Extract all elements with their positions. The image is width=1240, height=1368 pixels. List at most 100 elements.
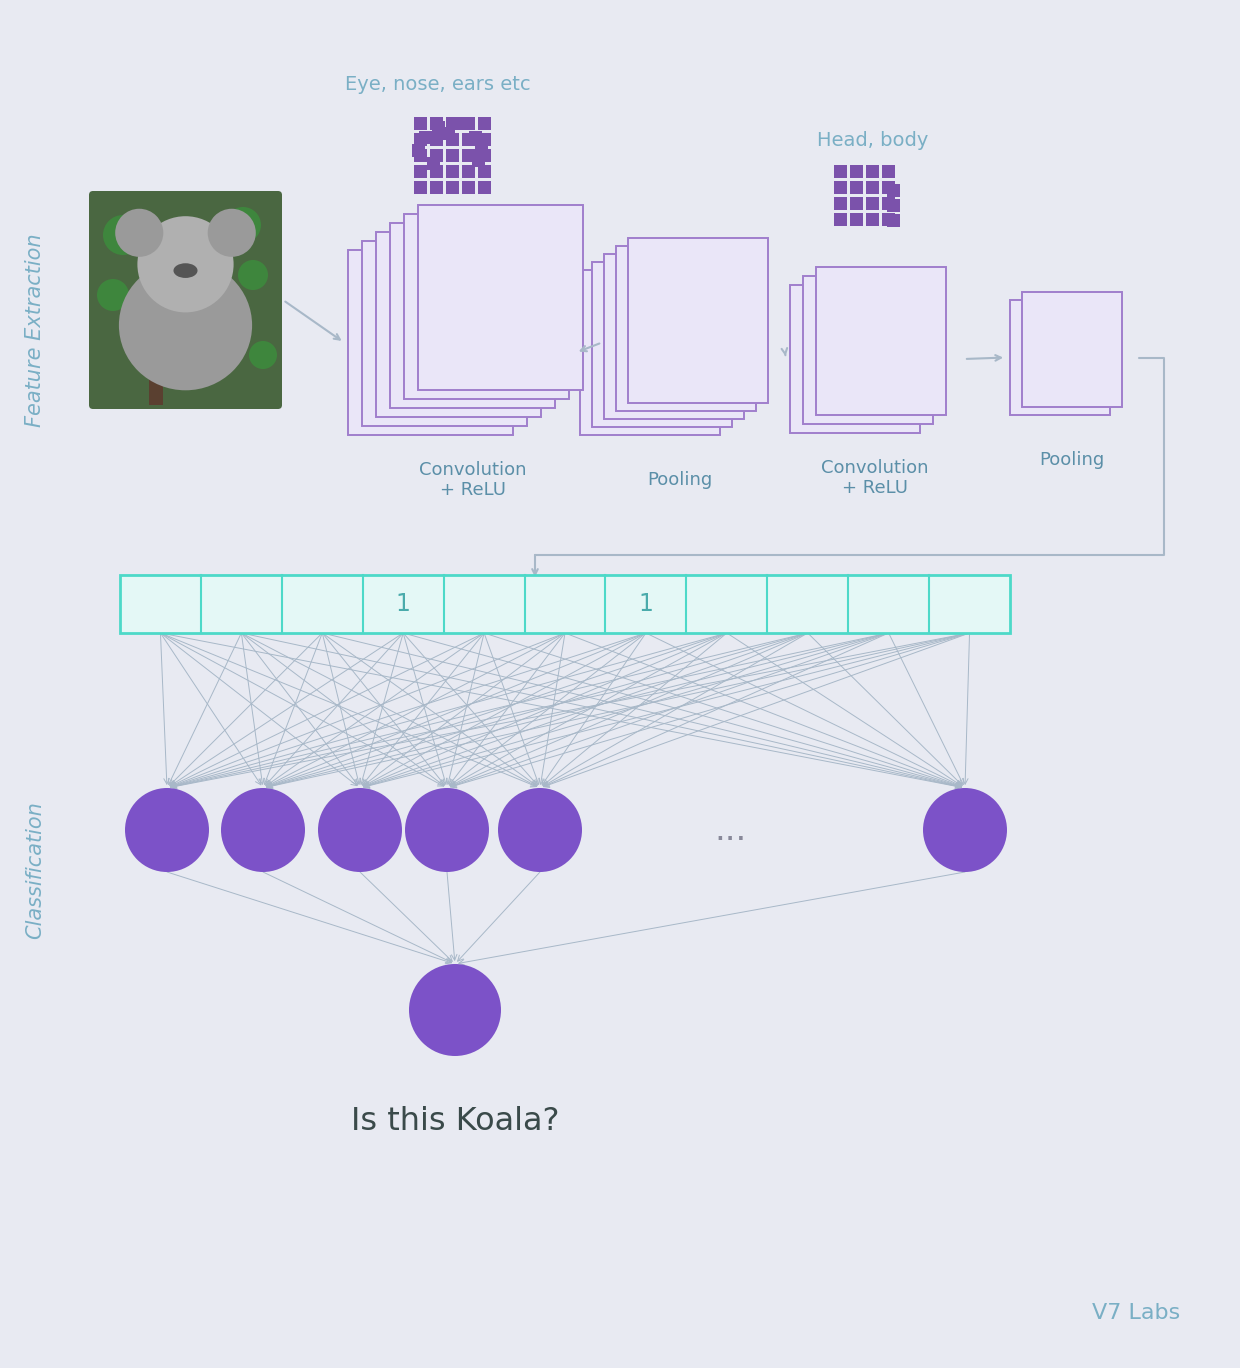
Bar — [414, 181, 427, 193]
Circle shape — [238, 260, 268, 290]
Text: Eye, nose, ears etc: Eye, nose, ears etc — [345, 75, 531, 94]
Bar — [790, 285, 920, 434]
Text: Convolution
+ ReLU: Convolution + ReLU — [419, 461, 526, 499]
Bar — [882, 164, 895, 178]
Bar — [616, 246, 756, 410]
Bar — [430, 149, 443, 161]
Bar — [477, 116, 491, 130]
Circle shape — [103, 215, 143, 254]
Text: ...: ... — [714, 814, 746, 847]
Bar — [627, 238, 768, 404]
Ellipse shape — [174, 263, 197, 278]
Text: 1: 1 — [396, 592, 410, 616]
Bar — [882, 212, 895, 226]
Bar — [591, 263, 732, 427]
Bar — [816, 267, 946, 415]
Bar — [477, 133, 491, 145]
Bar — [849, 212, 863, 226]
Bar — [463, 164, 475, 178]
Circle shape — [224, 207, 260, 244]
Bar — [882, 197, 895, 209]
Bar — [849, 164, 863, 178]
Bar — [580, 269, 720, 435]
Bar — [412, 144, 424, 157]
Bar — [835, 212, 847, 226]
Circle shape — [125, 788, 210, 871]
Bar — [866, 212, 879, 226]
Bar — [604, 254, 744, 419]
FancyBboxPatch shape — [89, 192, 281, 409]
Bar — [804, 276, 932, 424]
Circle shape — [409, 964, 501, 1056]
Bar — [866, 197, 879, 209]
Text: Convolution
+ ReLU: Convolution + ReLU — [821, 458, 929, 498]
Bar — [887, 185, 899, 197]
Circle shape — [138, 216, 233, 312]
Text: Is this Koala?: Is this Koala? — [351, 1105, 559, 1137]
Text: Pooling: Pooling — [647, 471, 713, 488]
Bar — [427, 157, 439, 170]
Bar — [446, 181, 459, 193]
Circle shape — [221, 788, 305, 871]
Bar — [362, 241, 527, 425]
Bar — [120, 575, 1011, 633]
Bar — [463, 133, 475, 145]
Bar — [446, 164, 459, 178]
Text: Classification: Classification — [25, 802, 45, 938]
Bar — [418, 205, 583, 390]
Bar — [414, 164, 427, 178]
Text: Head, body: Head, body — [817, 130, 929, 149]
Bar — [469, 131, 481, 144]
Bar — [882, 181, 895, 193]
Bar — [866, 164, 879, 178]
Bar — [475, 141, 487, 155]
Bar — [430, 181, 443, 193]
Bar — [1011, 300, 1110, 415]
Circle shape — [498, 788, 582, 871]
Circle shape — [97, 279, 129, 311]
Bar — [887, 198, 899, 212]
Circle shape — [115, 209, 164, 257]
Bar — [446, 116, 459, 130]
Bar — [463, 116, 475, 130]
Bar — [446, 133, 459, 145]
Circle shape — [249, 341, 277, 369]
Bar — [477, 181, 491, 193]
Bar — [849, 181, 863, 193]
Text: V7 Labs: V7 Labs — [1091, 1302, 1180, 1323]
Bar — [430, 116, 443, 130]
Bar — [446, 149, 459, 161]
Bar — [348, 250, 513, 435]
Bar — [414, 149, 427, 161]
Circle shape — [405, 788, 489, 871]
Bar — [432, 120, 444, 134]
Circle shape — [923, 788, 1007, 871]
Bar — [835, 164, 847, 178]
Bar — [471, 155, 485, 167]
Bar — [419, 131, 432, 144]
Circle shape — [207, 209, 255, 257]
Bar — [887, 213, 899, 227]
Bar — [835, 181, 847, 193]
Text: Pooling: Pooling — [1039, 451, 1105, 469]
Bar — [149, 311, 164, 405]
Bar — [463, 181, 475, 193]
Bar — [376, 233, 541, 417]
Bar — [477, 164, 491, 178]
Bar — [430, 164, 443, 178]
Bar — [414, 116, 427, 130]
Text: Feature Extraction: Feature Extraction — [25, 233, 45, 427]
Bar — [404, 213, 569, 399]
Bar — [1022, 291, 1122, 408]
Bar — [849, 197, 863, 209]
Bar — [463, 149, 475, 161]
Text: 1: 1 — [639, 592, 653, 616]
Bar — [835, 197, 847, 209]
Ellipse shape — [119, 260, 252, 390]
Bar — [430, 133, 443, 145]
Bar — [414, 133, 427, 145]
Bar — [441, 127, 455, 140]
Bar — [391, 223, 556, 408]
Bar — [477, 149, 491, 161]
Circle shape — [317, 788, 402, 871]
